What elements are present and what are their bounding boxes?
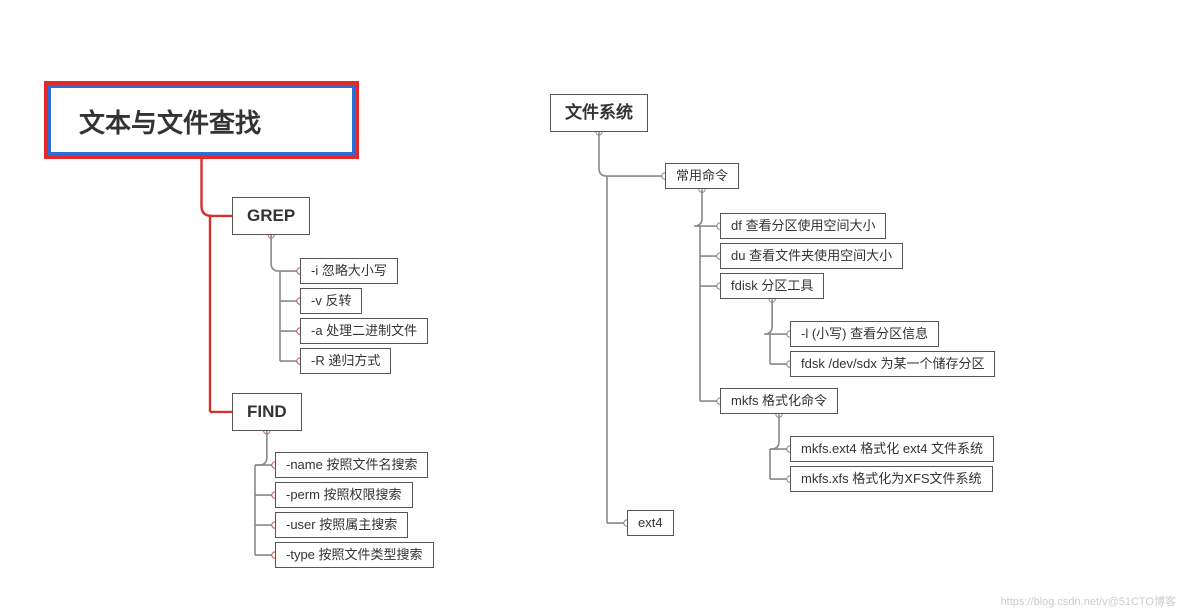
node-right-0-3-0: mkfs.ext4 格式化 ext4 文件系统 [790,436,994,462]
node-left-1-0: -name 按照文件名搜索 [275,452,428,478]
node-right-0-0: df 查看分区使用空间大小 [720,213,886,239]
node-left-0: GREP [232,197,310,235]
node-left-0-1: -v 反转 [300,288,362,314]
node-root-right: 文件系统 [550,94,648,132]
node-right-0-3: mkfs 格式化命令 [720,388,838,414]
node-right-0-2: fdisk 分区工具 [720,273,824,299]
node-left-1: FIND [232,393,302,431]
node-right-0-1: du 查看文件夹使用空间大小 [720,243,903,269]
node-right-0: 常用命令 [665,163,739,189]
node-left-1-1: -perm 按照权限搜索 [275,482,413,508]
node-left-0-2: -a 处理二进制文件 [300,318,428,344]
node-right-1: ext4 [627,510,674,536]
node-right-0-2-0: -l (小写) 查看分区信息 [790,321,939,347]
node-left-1-2: -user 按照属主搜索 [275,512,408,538]
node-left-0-3: -R 递归方式 [300,348,391,374]
node-right-0-2-1: fdsk /dev/sdx 为某一个储存分区 [790,351,995,377]
node-right-0-3-1: mkfs.xfs 格式化为XFS文件系统 [790,466,993,492]
node-left-0-0: -i 忽略大小写 [300,258,398,284]
node-left-1-3: -type 按照文件类型搜索 [275,542,434,568]
watermark: https://blog.csdn.net/v@51CTO博客 [1001,593,1176,609]
node-root-left: 文本与文件查找 [48,85,355,155]
